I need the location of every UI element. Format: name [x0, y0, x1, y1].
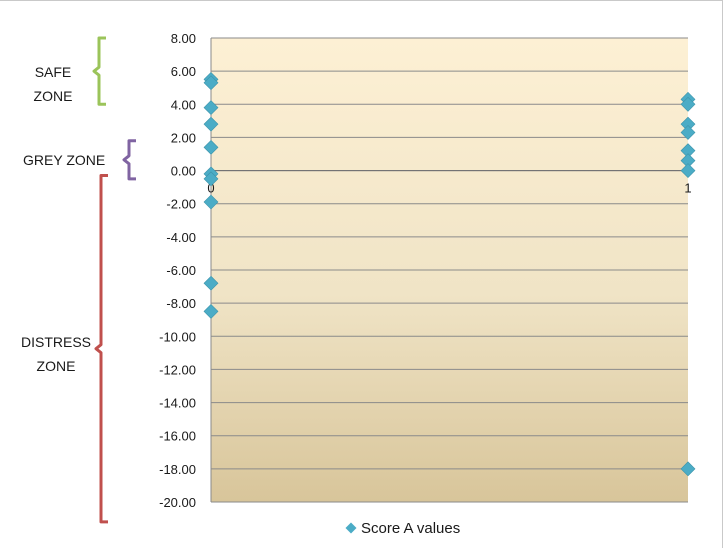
zone-brackets	[92, 36, 136, 524]
data-points	[203, 72, 696, 477]
x-tick-label: 0	[207, 181, 214, 196]
y-tick-label: -2.00	[166, 197, 196, 212]
data-point	[203, 304, 219, 319]
grey-zone-bracket	[122, 139, 136, 181]
distress-zone-bracket	[94, 174, 108, 524]
y-tick-label: -10.00	[159, 329, 196, 344]
y-tick-label: -20.00	[159, 495, 196, 510]
legend-marker	[345, 522, 357, 534]
data-point	[203, 100, 219, 116]
data-point	[203, 75, 219, 91]
y-tick-label: 2.00	[171, 130, 196, 145]
data-point	[680, 125, 696, 140]
grey-zone-label: GREY ZONE	[23, 148, 105, 172]
y-tick-label: 8.00	[171, 31, 196, 46]
y-tick-label: -18.00	[159, 462, 196, 477]
y-tick-label: 4.00	[171, 97, 196, 112]
safe-zone-label: SAFE ZONE	[32, 60, 74, 108]
data-point	[680, 461, 696, 477]
data-point	[203, 116, 219, 132]
distress-zone-label-line-1: DISTRESS	[20, 334, 91, 350]
grey-zone-label-line-1: GREY ZONE	[23, 152, 106, 168]
y-tick-label: -8.00	[166, 296, 196, 311]
legend: Score A values	[345, 520, 460, 537]
y-tick-label: -6.00	[166, 263, 196, 278]
data-point	[680, 163, 696, 178]
data-point	[203, 194, 219, 210]
y-tick-label: -14.00	[159, 396, 196, 411]
data-point	[203, 275, 219, 291]
safe-zone-label-line-1: SAFE	[34, 64, 72, 80]
data-point	[680, 96, 696, 112]
y-tick-label: -12.00	[159, 362, 196, 377]
distress-zone-label-line-2: ZONE	[36, 358, 76, 374]
y-axis: 8.00 6.00 4.00 2.00 0.00 -2.00 -4.00 -6.00 -8.00…	[159, 31, 212, 510]
legend-label: Score A values	[361, 520, 460, 537]
y-tick-label: 0.00	[171, 164, 196, 179]
data-point	[203, 171, 219, 187]
gridlines	[211, 37, 688, 503]
safe-zone-bracket	[92, 36, 106, 106]
safe-zone-label-line-2: ZONE	[33, 88, 73, 104]
data-point	[203, 139, 219, 155]
y-tick-label: 6.00	[171, 64, 196, 79]
y-tick-label: -16.00	[159, 429, 196, 444]
x-tick-label: 1	[684, 181, 691, 196]
distress-zone-label: DISTRESS ZONE	[19, 330, 93, 378]
y-tick-label: -4.00	[166, 230, 196, 245]
